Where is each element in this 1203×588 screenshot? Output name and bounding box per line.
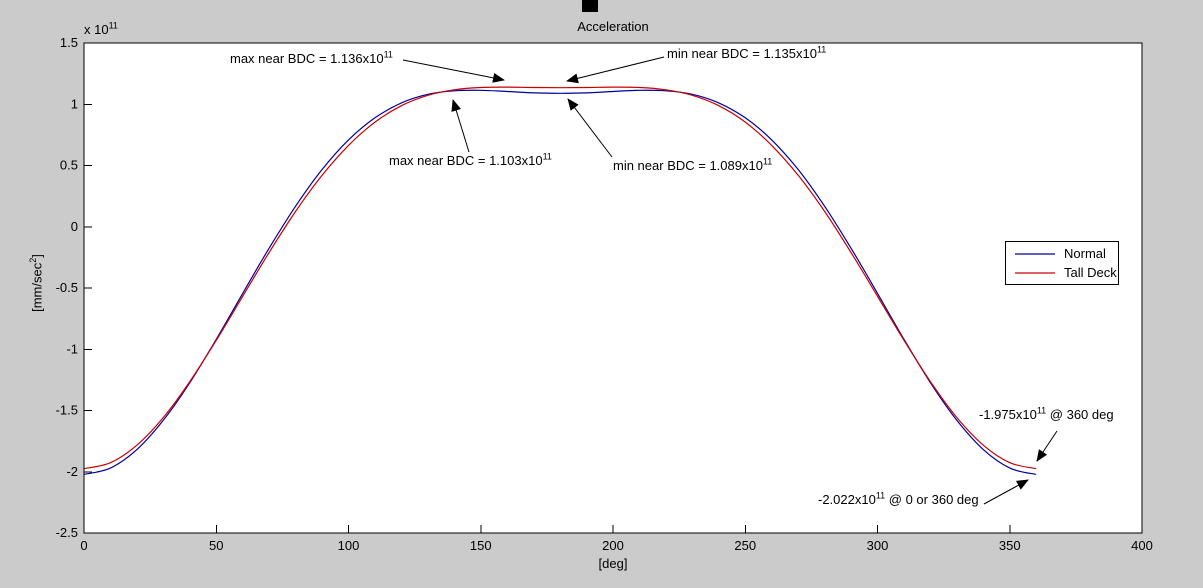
annotation-text-end: @ 360 deg [1046,407,1114,422]
x-tick-label: 400 [1131,538,1153,553]
annotation-superscript: 11 [875,490,886,501]
arrow-max-near-bdc-tall-deck [402,59,505,83]
y-tick-label: -1.5 [56,403,78,418]
legend-line-normal [1015,252,1055,255]
annotation-text: max near BDC = 1.103x10 [389,153,543,168]
y-tick-label: 0 [71,219,78,234]
annotation-superscript: 11 [1036,405,1047,416]
axis-ticks: 0 50 100 150 200 250 300 350 400 1.5 1 0.5 0 -0.5 -1 -1… [56,35,1153,553]
data-series [83,86,1037,475]
annotation-max-near-bdc-normal[interactable]: max near BDC = 1.103x1011 [389,151,552,168]
legend-item-normal[interactable]: Normal [1013,246,1118,261]
annotation-superscript: 11 [542,151,552,162]
y-axis-exponent: x 1011 [84,20,118,37]
x-tick-label: 200 [602,538,624,553]
arrow-min-near-bdc-normal [567,98,613,158]
x-tick-label: 0 [80,538,87,553]
annotation-tall-deck-end-value[interactable]: -1.975x1011 @ 360 deg [979,405,1114,422]
arrow-max-near-bdc-normal [451,99,470,153]
arrow-normal-end-value [983,479,1029,505]
annotation-text-end: @ 0 or 360 deg [885,492,979,507]
x-axis-label: [deg] [598,556,628,571]
annotation-text: max near BDC = 1.136x10 [230,51,384,66]
annotation-normal-end-value[interactable]: -2.022x1011 @ 0 or 360 deg [818,490,979,507]
series-line-tall-deck [83,86,1037,470]
y-tick-label: 1.5 [60,35,78,50]
annotation-arrows [402,56,1058,505]
x-tick-label: 350 [999,538,1021,553]
legend[interactable]: Normal Tall Deck [1005,241,1119,285]
legend-label-normal: Normal [1064,246,1106,261]
y-axis-exponent-text: x 10 [84,22,109,37]
x-tick-label: 300 [867,538,889,553]
y-axis-exponent-superscript: 11 [108,20,118,31]
annotation-superscript: 11 [383,49,393,60]
x-tick-label: 150 [470,538,492,553]
annotation-text: -2.022x10 [818,492,876,507]
chart-title: Acceleration [577,19,649,34]
annotation-text: -1.975x10 [979,407,1037,422]
annotation-min-near-bdc-normal[interactable]: min near BDC = 1.089x1011 [613,156,773,173]
legend-item-tall-deck[interactable]: Tall Deck [1013,265,1118,280]
annotation-text: min near BDC = 1.135x10 [667,46,817,61]
y-tick-label: 0.5 [60,158,78,173]
annotation-text: min near BDC = 1.089x10 [613,158,763,173]
annotation-superscript: 11 [816,44,827,55]
y-tick-label: -2 [66,464,78,479]
plot-frame [83,42,1143,534]
annotation-superscript: 11 [762,156,773,167]
legend-line-tall-deck [1015,271,1055,274]
x-tick-label: 50 [209,538,223,553]
annotation-min-near-bdc-tall-deck[interactable]: min near BDC = 1.135x1011 [667,44,827,61]
plot-background [84,43,1142,533]
arrow-tall-deck-end-value [1036,430,1058,462]
y-tick-label: -1 [66,341,78,356]
y-tick-label: 1 [71,96,78,111]
x-tick-label: 100 [338,538,360,553]
y-tick-label: -0.5 [56,280,78,295]
top-black-mark [582,0,598,12]
y-tick-label: -2.5 [56,525,78,540]
x-tick-label: 250 [734,538,756,553]
arrow-min-near-bdc-tall-deck [566,56,665,84]
series-line-normal [83,89,1037,475]
annotation-max-near-bdc-tall-deck[interactable]: max near BDC = 1.136x1011 [230,49,393,66]
legend-label-tall-deck: Tall Deck [1064,265,1117,280]
